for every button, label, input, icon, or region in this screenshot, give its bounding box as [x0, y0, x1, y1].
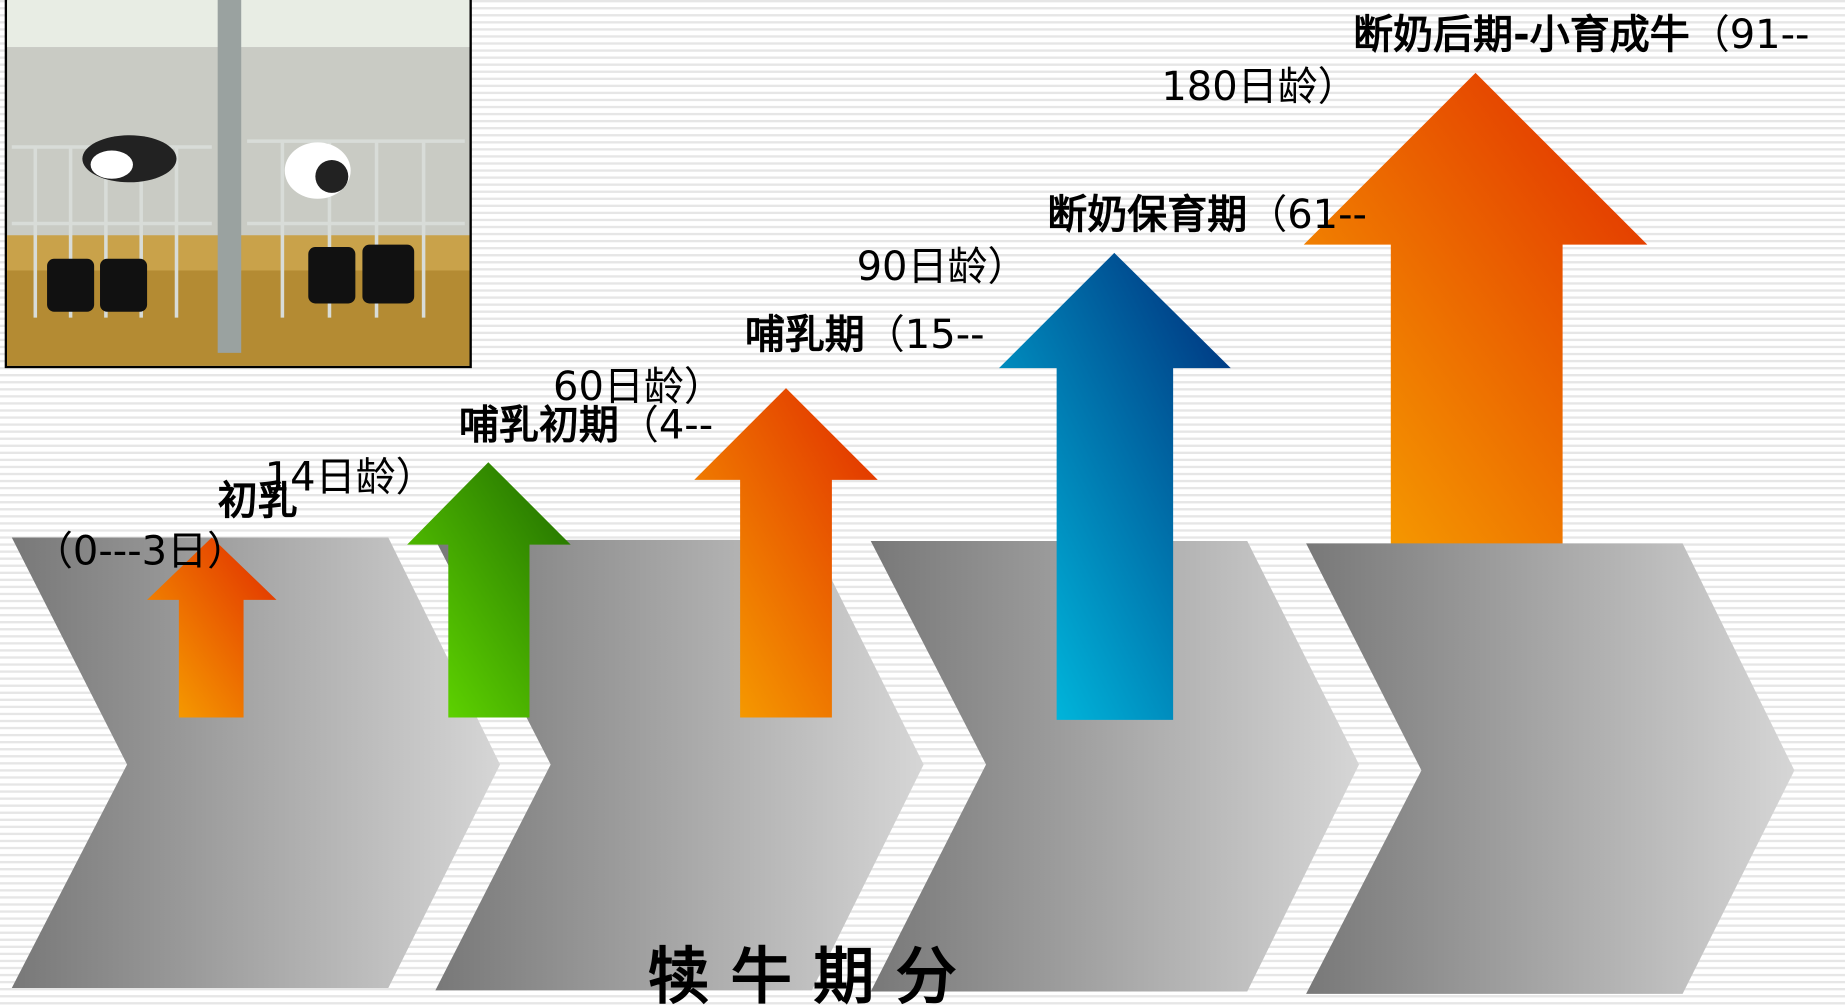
- stage-label: 哺乳期（15--: [745, 312, 985, 358]
- stage-range: 14日龄）: [265, 454, 436, 500]
- photo: [6, 0, 471, 367]
- stage-range: （15--: [865, 312, 985, 358]
- stage-name: 哺乳期: [745, 312, 865, 358]
- stage-range: （91--: [1690, 12, 1810, 58]
- stage-label: 断奶后期-小育成牛（91--: [1353, 12, 1809, 58]
- stage-range: 60日龄）: [553, 364, 724, 410]
- stage-range: 180日龄）: [1161, 64, 1357, 110]
- slide-title: 犊 牛 期 分: [648, 941, 957, 1008]
- page: 初乳 （0---3日） 哺乳初期（4-- 14日龄） 哺乳期（15-- 60日龄…: [0, 0, 1845, 1008]
- stage-label: 断奶保育期（61--: [1047, 192, 1367, 238]
- stage-range: （0---3日）: [33, 529, 247, 575]
- stage-name: 断奶保育期: [1047, 192, 1247, 238]
- stage-name: 断奶后期-小育成牛: [1353, 12, 1690, 58]
- stage-range: （61--: [1247, 192, 1367, 238]
- stage-range: 90日龄）: [857, 244, 1028, 290]
- slide: 初乳 （0---3日） 哺乳初期（4-- 14日龄） 哺乳期（15-- 60日龄…: [0, 0, 1845, 1008]
